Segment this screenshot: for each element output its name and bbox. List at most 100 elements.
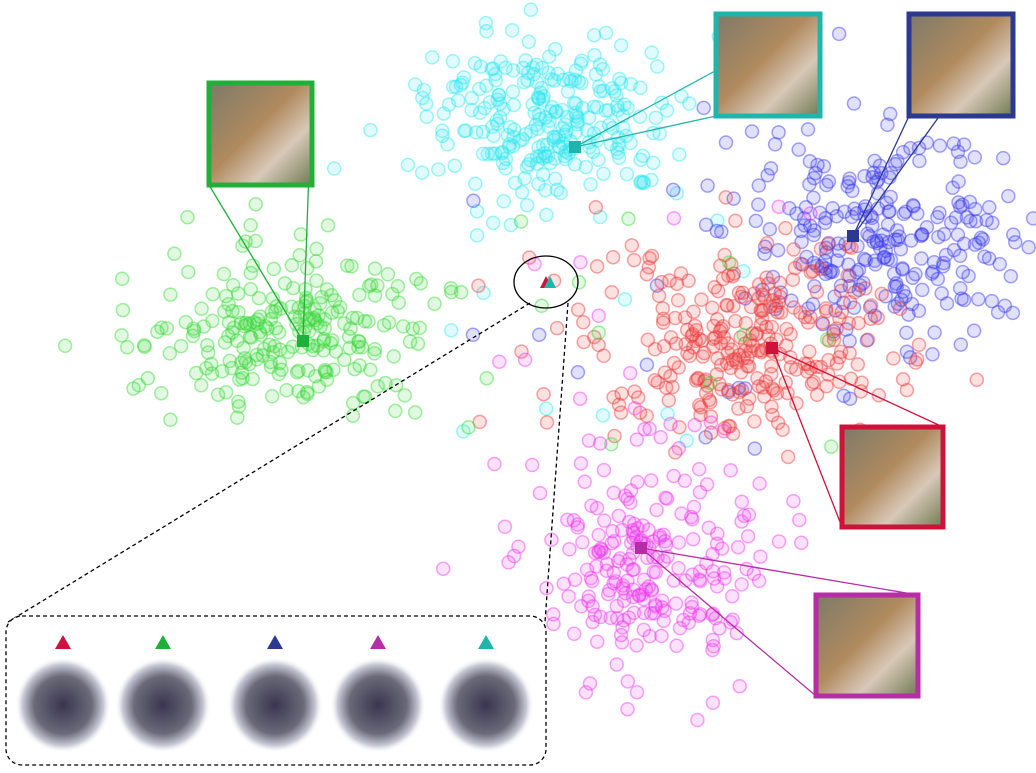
point	[821, 352, 836, 368]
point	[898, 288, 913, 304]
point	[893, 241, 909, 257]
point	[248, 233, 263, 249]
point	[911, 140, 927, 156]
point	[515, 132, 530, 147]
point	[794, 234, 809, 250]
point	[951, 195, 966, 210]
point	[538, 401, 554, 416]
point	[588, 67, 604, 82]
point	[953, 154, 968, 169]
point	[541, 65, 556, 81]
point	[535, 92, 551, 108]
point	[842, 279, 857, 294]
point	[935, 259, 951, 274]
point	[520, 73, 535, 88]
point	[757, 239, 773, 255]
point	[669, 638, 684, 654]
point	[636, 572, 652, 588]
point	[802, 153, 818, 169]
point	[860, 226, 875, 242]
point	[573, 56, 589, 71]
point	[905, 270, 920, 285]
triangle	[155, 635, 171, 649]
point	[531, 327, 547, 343]
point	[534, 60, 550, 76]
cluster-marker	[297, 335, 309, 347]
point	[881, 204, 897, 219]
point	[1025, 211, 1036, 226]
point	[725, 426, 741, 441]
point	[966, 323, 982, 339]
cluster-marker	[635, 542, 647, 554]
point	[591, 308, 606, 324]
point	[819, 378, 834, 394]
point	[736, 508, 752, 524]
point	[296, 389, 311, 405]
point	[890, 232, 905, 248]
point	[185, 328, 201, 344]
point	[732, 678, 747, 694]
point	[703, 409, 719, 424]
point	[529, 149, 545, 164]
point	[239, 317, 255, 332]
point	[494, 146, 510, 161]
point	[305, 342, 321, 358]
point	[324, 305, 340, 320]
point	[246, 314, 262, 330]
point	[363, 277, 379, 292]
point	[582, 676, 598, 691]
point	[925, 347, 940, 362]
point	[720, 345, 736, 361]
point	[913, 228, 929, 244]
point	[751, 291, 766, 306]
point	[771, 125, 786, 140]
point	[218, 384, 234, 400]
point	[299, 384, 315, 400]
point	[796, 211, 812, 226]
point	[262, 337, 277, 353]
point	[416, 82, 432, 98]
point	[524, 123, 539, 139]
point	[418, 96, 434, 112]
point	[535, 167, 551, 182]
point	[806, 227, 822, 243]
point	[306, 310, 321, 326]
point	[971, 291, 986, 307]
point	[225, 303, 240, 319]
point	[737, 291, 753, 306]
point	[579, 123, 595, 138]
point	[959, 210, 975, 225]
point	[550, 66, 565, 82]
point	[272, 355, 288, 371]
point	[568, 63, 584, 78]
point	[547, 171, 563, 187]
point	[867, 308, 883, 323]
point	[592, 57, 608, 72]
point	[381, 315, 397, 330]
point	[904, 296, 920, 312]
point	[692, 397, 707, 413]
point	[629, 684, 645, 700]
point	[609, 88, 624, 103]
point	[548, 130, 564, 145]
point	[691, 461, 707, 477]
point	[367, 346, 382, 361]
point	[726, 191, 741, 206]
point	[721, 382, 736, 398]
point	[491, 87, 507, 103]
point	[606, 575, 621, 591]
point	[724, 342, 739, 357]
point	[701, 520, 717, 535]
point	[828, 303, 843, 318]
point	[793, 256, 808, 271]
point	[736, 327, 752, 343]
point	[649, 278, 665, 293]
point	[729, 355, 745, 370]
point	[490, 116, 505, 131]
feature-image	[115, 657, 211, 753]
point	[677, 310, 693, 325]
point	[541, 49, 557, 64]
point	[668, 445, 683, 460]
triangle	[370, 635, 386, 649]
point	[603, 136, 619, 152]
